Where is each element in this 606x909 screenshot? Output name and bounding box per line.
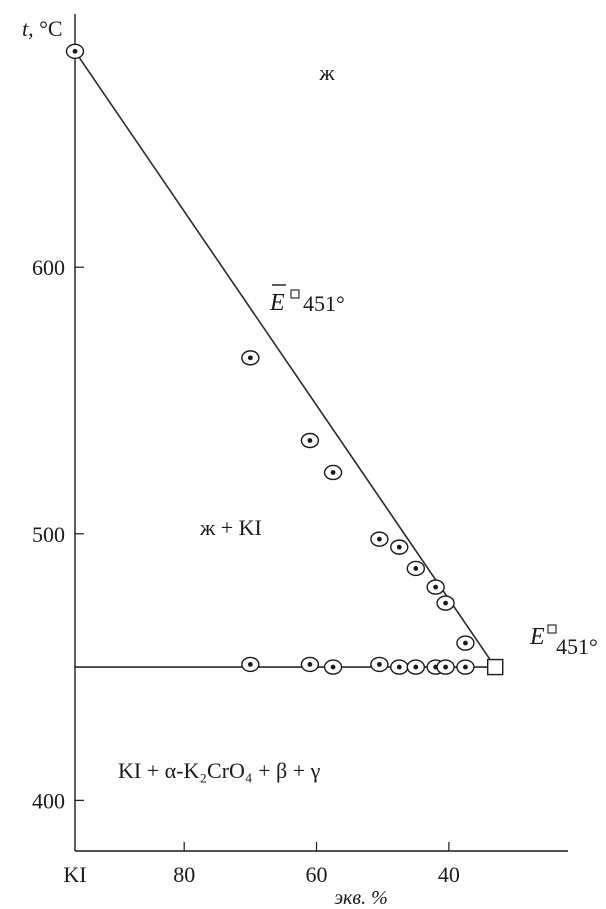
point-dot xyxy=(443,664,448,670)
y-tick-label: 600 xyxy=(32,255,65,280)
x-tick-label: KI xyxy=(63,862,86,887)
point-dot xyxy=(72,48,78,54)
liquidus-point xyxy=(456,635,475,651)
ebar-annotation: E 451° xyxy=(269,284,345,316)
region-label-liquid: ж xyxy=(318,60,335,85)
liquidus-point xyxy=(300,432,320,449)
point-dot xyxy=(396,664,402,670)
point-dot xyxy=(433,584,439,590)
point-dot xyxy=(377,536,382,542)
y-axis-label-symbol: t xyxy=(22,16,29,41)
point-dot xyxy=(463,664,468,670)
eutectic-annotation: E 451° xyxy=(529,624,598,659)
point-dot xyxy=(377,662,382,667)
y-axis-label-unit: , °C xyxy=(28,16,62,41)
y-tick-label: 400 xyxy=(32,788,65,813)
solidus-point xyxy=(323,659,343,675)
x-tick-label: 60 xyxy=(306,862,328,887)
point-dot xyxy=(396,544,402,550)
ebar-square-icon xyxy=(290,289,300,299)
ebar-label: E xyxy=(269,290,285,316)
eutectic-square-icon xyxy=(547,624,557,634)
y-axis-label: t, °C xyxy=(22,16,63,41)
liquidus-point xyxy=(370,531,389,547)
point-dot xyxy=(463,640,468,646)
solidus-point xyxy=(406,659,425,675)
phase-lines xyxy=(74,50,496,668)
solidus-point xyxy=(390,659,409,675)
eutectic-point xyxy=(487,658,504,676)
liquidus-point xyxy=(323,464,343,481)
point-dot xyxy=(247,355,253,361)
axes xyxy=(74,14,568,852)
point-dot xyxy=(307,438,313,443)
point-dot xyxy=(413,566,419,571)
solidus-point xyxy=(436,659,455,675)
x-axis-label: экв. % xyxy=(334,887,388,909)
eutectic-label: E xyxy=(529,624,545,650)
solidus-point xyxy=(300,656,320,673)
region-label-solid: KI + α-K₂CrO₄ + β + γ xyxy=(118,758,321,783)
liquidus-point xyxy=(436,595,455,611)
eutectic-temp: 451° xyxy=(556,634,598,659)
liquidus-point xyxy=(390,539,409,555)
point-dot xyxy=(443,600,448,606)
solidus-point xyxy=(456,659,475,675)
point-dot xyxy=(307,662,313,667)
x-tick-label: 40 xyxy=(438,862,460,887)
x-tick-label: 80 xyxy=(173,862,195,887)
point-dot xyxy=(330,470,336,475)
liquidus-point xyxy=(426,579,445,595)
ebar-temp: 451° xyxy=(303,291,345,316)
liquidus-line xyxy=(74,50,496,668)
liquidus-point xyxy=(406,560,425,577)
region-label-liquid-ki: ж + KI xyxy=(199,515,262,540)
ticks: KI 80 60 40 600 500 400 xyxy=(32,255,460,887)
y-tick-label: 500 xyxy=(32,522,65,547)
liquidus-point xyxy=(65,43,85,60)
data-points xyxy=(65,43,504,676)
solidus-point xyxy=(370,656,389,673)
liquidus-point xyxy=(241,350,260,366)
point-dot xyxy=(330,664,336,670)
point-dot xyxy=(413,664,419,670)
solidus-point xyxy=(241,656,260,673)
point-dot xyxy=(247,662,253,667)
